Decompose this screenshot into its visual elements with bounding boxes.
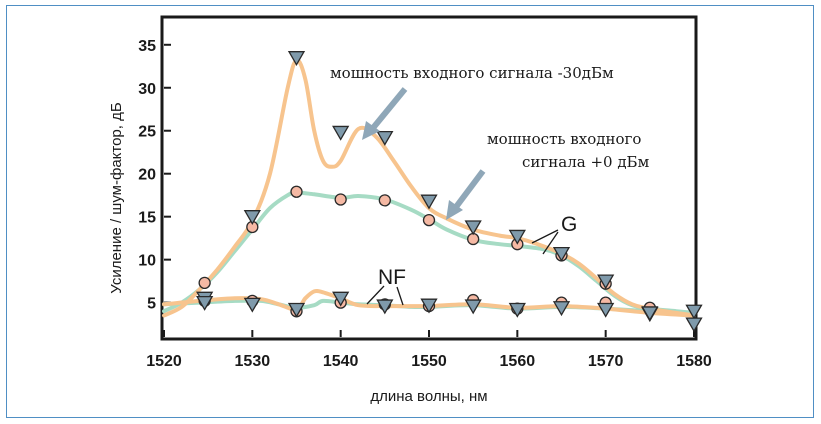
triangle-marker-nf_minus30 <box>552 301 571 317</box>
triangle-marker-gain_minus30 <box>376 130 394 146</box>
figure-frame <box>6 5 814 418</box>
markers <box>196 51 703 333</box>
y-tick-label: 20 <box>138 167 156 184</box>
triangle-marker-gain_minus30 <box>552 246 571 262</box>
triangle-marker-gain_minus30 <box>332 125 350 141</box>
triangle-marker-nf_minus30 <box>332 291 350 307</box>
annotation-high-power-line1: мошность входного <box>487 130 641 148</box>
triangle-marker-nf_minus30 <box>287 302 306 318</box>
triangle-marker-gain_minus30 <box>597 274 615 290</box>
y-tick-label: 5 <box>147 296 156 313</box>
annotation-arrow-low-power <box>362 87 408 140</box>
annotation-low-power: мошность входного сигнала -30дБм <box>330 64 614 82</box>
gain-label: G <box>561 213 577 236</box>
circle-marker-gain_0 <box>378 194 391 207</box>
triangle-marker-gain_minus30 <box>420 194 438 210</box>
triangle-marker-nf_minus30 <box>508 302 526 318</box>
triangle-marker-gain_minus30 <box>464 220 482 236</box>
y-axis-label: Усиление / шум-фактор, дБ <box>108 102 125 294</box>
x-tick-label: 1560 <box>500 353 536 370</box>
plot-area-border <box>160 15 698 341</box>
triangle-marker-gain_minus30 <box>508 229 526 245</box>
x-tick-label: 1580 <box>676 353 712 370</box>
circle-marker-gain_0 <box>422 213 436 227</box>
circle-marker-gain_0 <box>290 185 303 198</box>
triangle-marker-nf_minus30 <box>597 302 615 318</box>
x-tick-label: 1530 <box>235 353 271 370</box>
circle-marker-gain_0 <box>198 276 211 290</box>
y-tick-label: 35 <box>138 38 156 55</box>
noise-figure-label: NF <box>378 266 406 289</box>
nf-label-pointers <box>366 285 404 306</box>
triangle-marker-nf_minus30 <box>243 297 261 313</box>
triangle-marker-nf_minus30 <box>685 317 703 333</box>
triangle-marker-nf_minus30 <box>420 298 438 314</box>
x-tick-labels: 1520 1530 1540 1550 1560 1570 1580 <box>146 353 712 370</box>
circle-marker-gain_0 <box>334 193 347 206</box>
series-line-gain_minus30 <box>162 58 696 318</box>
triangle-marker-gain_minus30 <box>243 210 261 225</box>
y-tick-label: 10 <box>138 253 156 270</box>
triangle-marker-gain_minus30 <box>287 51 306 66</box>
y-tick-labels: 5 10 15 20 25 30 35 <box>138 38 156 313</box>
x-tick-label: 1520 <box>146 353 182 370</box>
x-tick-label: 1540 <box>323 353 359 370</box>
x-tick-label: 1570 <box>588 353 624 370</box>
annotation-high-power-line2: сигнала +0 дБм <box>522 153 650 171</box>
triangle-marker-gain_minus30 <box>685 304 703 320</box>
x-tick-label: 1550 <box>411 353 447 370</box>
x-axis-label: длина волны, нм <box>370 388 487 405</box>
curves <box>162 58 696 318</box>
triangle-marker-nf_minus30 <box>196 295 214 311</box>
triangle-marker-nf_minus30 <box>376 299 394 315</box>
annotation-arrow-high-power <box>446 169 486 220</box>
y-tick-label: 30 <box>138 81 156 98</box>
y-tick-label: 25 <box>138 124 156 141</box>
triangle-marker-nf_minus30 <box>464 299 482 315</box>
y-tick-label: 15 <box>138 210 156 227</box>
gain-label-pointers <box>531 229 559 255</box>
triangle-marker-nf_minus30 <box>641 306 659 322</box>
